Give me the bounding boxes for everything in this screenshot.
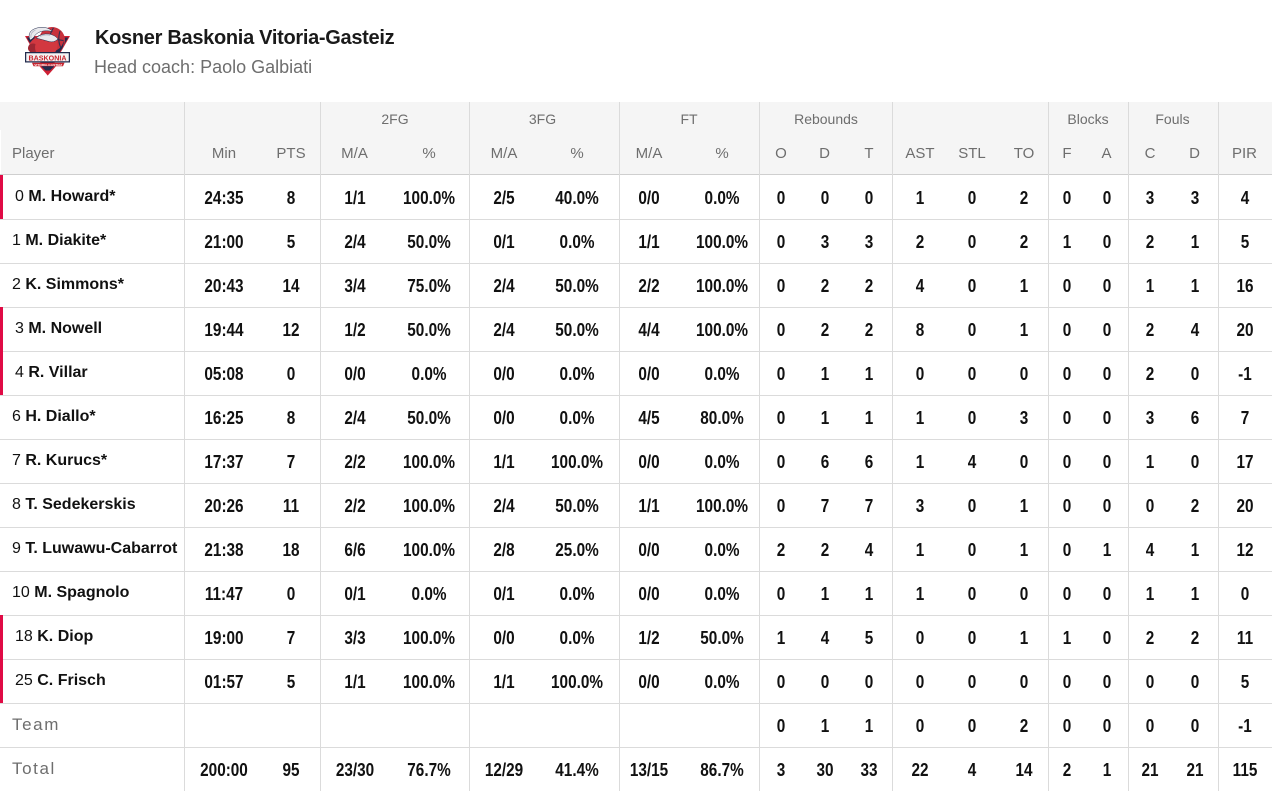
svg-text:VITORIA-GASTEIZ: VITORIA-GASTEIZ [34, 64, 63, 67]
svg-text:BASKONIA: BASKONIA [29, 53, 68, 62]
